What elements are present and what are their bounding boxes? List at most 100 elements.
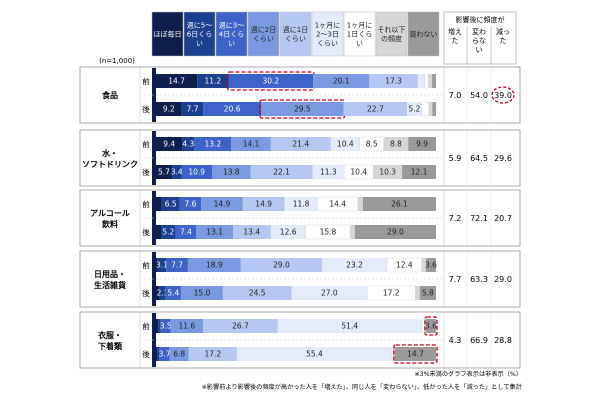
bar-value-label: 27.0 [321, 289, 338, 298]
bar-segment [236, 347, 393, 361]
bar-segment [180, 286, 223, 300]
bar-segment [291, 286, 368, 300]
legend-swatch-4 [279, 11, 312, 57]
bar-value-label: 11.3 [320, 168, 337, 177]
bar-value-label: 7.4 [180, 228, 192, 237]
bar-value-label: 8.5 [366, 140, 378, 149]
bar-value-label: 15.0 [194, 289, 211, 298]
category-frame [79, 189, 521, 247]
bar-segment [369, 74, 418, 88]
bar-value-label: 14.7 [168, 77, 185, 86]
legend-swatch-1 [183, 11, 216, 57]
bar-value-label: 26.7 [232, 322, 249, 331]
bar-segment [231, 137, 271, 151]
bar-segment [212, 165, 251, 179]
bar-value-label: 51.4 [341, 322, 358, 331]
bar-segment [156, 102, 182, 116]
bar-segment [343, 102, 408, 116]
bar-segment [166, 258, 188, 272]
bar-segment [402, 165, 436, 179]
bar-value-label: 3.1 [156, 261, 168, 270]
bar-value-label: 10.9 [188, 168, 205, 177]
bar-value-label: 3.6 [425, 322, 437, 331]
bar-segment [158, 319, 161, 333]
change-value-2: 20.7 [494, 214, 512, 223]
bar-segment [284, 197, 318, 211]
bar-value-label: 3.7 [159, 350, 171, 359]
bar-value-label: 23.2 [346, 261, 363, 270]
bar-segment [428, 74, 433, 88]
bar-value-label: 3.5 [160, 322, 172, 331]
bar-segment [242, 197, 285, 211]
bar-segment [408, 137, 436, 151]
bar-segment [261, 102, 344, 116]
legend-label-2: 週に3〜 4日くらい [219, 21, 244, 48]
bar-segment [157, 347, 160, 361]
bar-segment [383, 137, 409, 151]
bar-segment [161, 225, 176, 239]
change-value-1: 63.3 [470, 275, 488, 284]
bar-value-label: 13.8 [223, 168, 240, 177]
change-value-2: 29.6 [494, 154, 512, 163]
category-label: 水・ソフトドリンク [82, 148, 138, 169]
bar-segment [394, 347, 436, 361]
bar-value-label: 7.6 [184, 200, 196, 209]
bar-value-label: 14.4 [329, 200, 346, 209]
bar-value-label: 10.4 [337, 140, 354, 149]
legend-swatch-3 [247, 11, 280, 57]
category-group-0: 食品 前 14.7 11.2 30.2 20.1 17.3 後 9.2 7.7 20.6 29.5 22… [79, 66, 521, 124]
bar-value-label: 10.3 [379, 168, 396, 177]
legend-swatch-2 [215, 11, 248, 57]
bar-value-label: 9.4 [163, 140, 175, 149]
bar-segment [160, 319, 171, 333]
bar-segment [322, 258, 387, 272]
bar-value-label: 13.2 [204, 140, 221, 149]
bar-value-label: 9.2 [163, 105, 175, 114]
bar-value-label: 7.7 [171, 261, 183, 270]
legend-label-7: それ以下の頻度 [378, 26, 406, 43]
row-label-before: 前 [142, 76, 150, 86]
row-label-after: 後 [142, 288, 150, 298]
legend-label-5: 1ヶ月に 2〜3日くらい [315, 22, 340, 48]
change-header-1: 変わらない [472, 27, 486, 54]
bar-value-label: 3.6 [425, 261, 437, 270]
bar-value-label: 21.4 [292, 140, 309, 149]
category-label: 日用品・生活雑貨 [94, 270, 126, 290]
legend-label-3: 週に2日くらい [251, 25, 276, 43]
change-value-1: 54.0 [470, 91, 488, 100]
row-label-after: 後 [142, 349, 150, 359]
row-label-after: 後 [142, 167, 150, 177]
bar-value-label: 5.7 [158, 168, 170, 177]
bar-segment [165, 286, 181, 300]
legend-label-8: 買わない [410, 31, 438, 39]
bar-value-label: 30.2 [262, 77, 279, 86]
bar-segment [270, 137, 331, 151]
bar-value-label: 7.7 [187, 105, 199, 114]
bar-segment [270, 225, 306, 239]
bar-segment [156, 165, 172, 179]
bar-segment [428, 102, 433, 116]
bar-segment [354, 225, 436, 239]
category-frame [79, 66, 521, 124]
legend-label-4: 週に1日くらい [283, 25, 308, 43]
change-value-0: 5.9 [449, 154, 462, 163]
bar-value-label: 55.4 [306, 350, 323, 359]
highlight-box [393, 344, 438, 364]
bar-segment [233, 225, 271, 239]
bar-value-label: 14.7 [407, 350, 424, 359]
bar-value-label: 5.2 [408, 105, 420, 114]
change-value-1: 64.5 [470, 154, 488, 163]
bar-segment [156, 137, 183, 151]
legend-swatch-8 [407, 11, 440, 57]
bar-value-label: 14.9 [214, 200, 231, 209]
bar-segment [203, 102, 261, 116]
bar-value-label: 13.4 [243, 228, 260, 237]
bar-value-label: 13.1 [206, 228, 223, 237]
bar-value-label: 29.0 [273, 261, 290, 270]
category-group-2: アルコール飲料 前 6.5 7.6 14.9 14.9 11.8 14.4 26.1 後 5.2 7.… [79, 189, 521, 247]
bar-segment [170, 319, 204, 333]
bar-segment [350, 225, 355, 239]
change-value-2: 39.0 [494, 91, 512, 100]
